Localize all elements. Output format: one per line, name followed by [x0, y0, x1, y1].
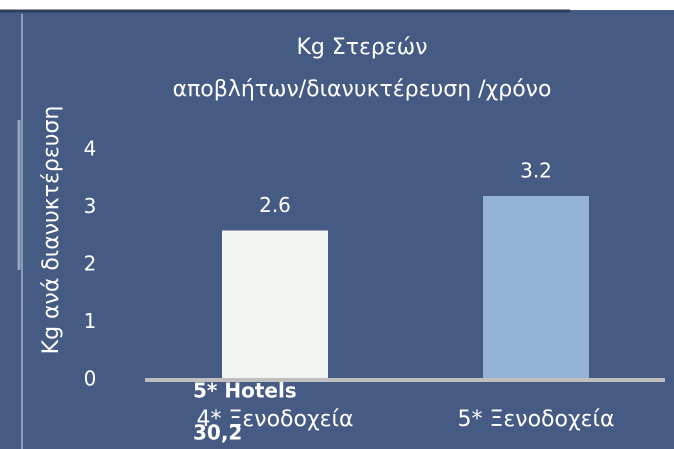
data-label: 3.2 — [520, 159, 552, 183]
bar — [483, 196, 589, 380]
y-tick-label: 3 — [84, 194, 97, 218]
bar — [222, 230, 328, 380]
y-tick-label: 4 — [84, 137, 97, 161]
x-tick-label: 4* Ξενοδοχεία — [197, 407, 354, 432]
top-band — [0, 0, 674, 10]
y-axis-label: Kg ανά διανυκτέρευση — [39, 106, 64, 355]
y-tick-label: 1 — [84, 309, 97, 333]
chart-title-line: αποβλήτων/διανυκτέρευση /χρόνο — [173, 77, 552, 102]
annotation: 5* Hotels — [193, 379, 297, 403]
annotation: 30,2 — [193, 421, 242, 445]
y-tick-label: 2 — [84, 252, 97, 276]
data-label: 2.6 — [259, 193, 291, 217]
x-tick-label: 5* Ξενοδοχεία — [458, 407, 615, 432]
chart-title-line: Kg Στερεών — [297, 35, 428, 60]
y-tick-label: 0 — [84, 367, 97, 391]
